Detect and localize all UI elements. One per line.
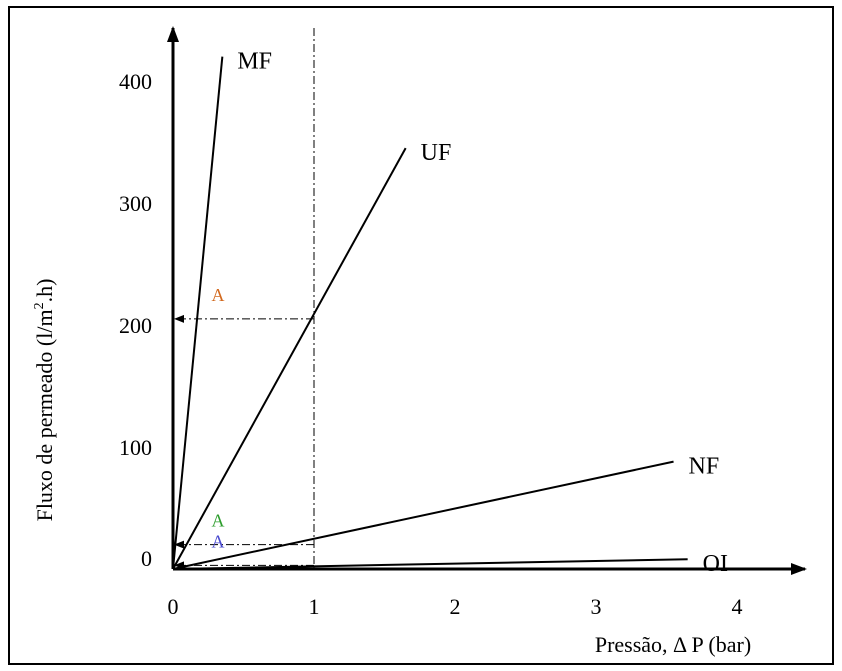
chart-frame xyxy=(8,6,834,665)
y-tick-label: 400 xyxy=(119,69,152,94)
y-tick-label: 300 xyxy=(119,191,152,216)
annotation-label: A xyxy=(212,285,225,305)
annotation-label: A xyxy=(212,531,225,551)
series-label-oi: OI xyxy=(703,551,728,577)
series-label-uf: UF xyxy=(421,140,452,166)
series-line-nf xyxy=(172,460,674,570)
annotation-label: A xyxy=(212,511,225,531)
series-line-uf xyxy=(172,147,407,570)
y-axis-label: Fluxo de permeado (l/m2.h) xyxy=(32,279,57,522)
x-tick-label: 2 xyxy=(450,594,461,619)
series-line-oi xyxy=(172,558,688,570)
series-label-mf: MF xyxy=(237,49,272,75)
x-tick-label: 3 xyxy=(591,594,602,619)
x-axis-label: Pressão, Δ P (bar) xyxy=(595,632,751,657)
y-tick-label: 0 xyxy=(141,546,152,571)
x-tick-label: 1 xyxy=(309,594,320,619)
y-tick-label: 200 xyxy=(119,313,152,338)
y-tick-label: 100 xyxy=(119,435,152,460)
x-tick-label: 4 xyxy=(732,594,743,619)
x-tick-label: 0 xyxy=(168,594,179,619)
series-line-mf xyxy=(172,56,224,570)
series-label-nf: NF xyxy=(689,454,720,480)
